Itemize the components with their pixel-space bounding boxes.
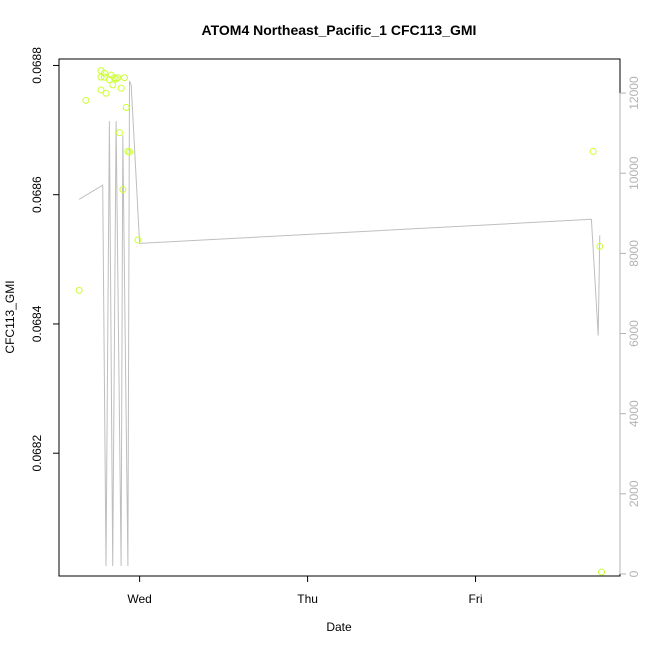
y2-tick-label: 8000 [627,240,641,267]
y2-tick-label: 6000 [627,320,641,347]
x-tick-label: Wed [127,592,151,606]
x-axis: Wed Thu Fri [127,576,483,606]
data-point [598,568,606,576]
x-axis-label: Date [326,620,352,634]
data-point [109,81,117,89]
line-series [78,80,601,567]
data-point [82,96,90,104]
data-point [589,147,597,155]
y-tick-label: 0.0686 [30,176,44,213]
y-tick-label: 0.0684 [30,305,44,342]
data-point [102,89,110,97]
y-axis-label: CFC113_GMI [3,280,17,353]
data-point [121,74,129,82]
y2-tick-label: 0 [627,570,641,577]
data-point [122,103,130,111]
x-tick-label: Thu [297,592,318,606]
y-axis-right: 0 2000 4000 6000 8000 10000 12000 [619,76,641,577]
data-point [114,74,122,82]
y2-tick-label: 12000 [627,76,641,110]
y2-tick-label: 4000 [627,400,641,427]
line-series-layer [78,80,601,567]
data-point [119,186,127,194]
chart-title: ATOM4 Northeast_Pacific_1 CFC113_GMI [202,22,477,38]
data-point [126,148,134,156]
data-point [596,242,604,250]
y2-tick-label: 2000 [627,480,641,507]
data-point [117,84,125,92]
data-point [97,86,105,94]
y-tick-label: 0.0682 [30,435,44,472]
x-tick-label: Fri [469,592,483,606]
data-point [134,236,142,244]
data-point [75,286,83,294]
data-point [115,129,123,137]
data-point [110,74,118,82]
y-axis-left: 0.0682 0.0684 0.0686 0.0688 [30,47,60,472]
data-point [100,69,108,77]
point-series-layer [75,67,606,576]
y2-tick-label: 10000 [627,156,641,190]
plot-frame [58,58,621,577]
data-point [112,75,120,83]
y-tick-label: 0.0688 [30,47,44,84]
